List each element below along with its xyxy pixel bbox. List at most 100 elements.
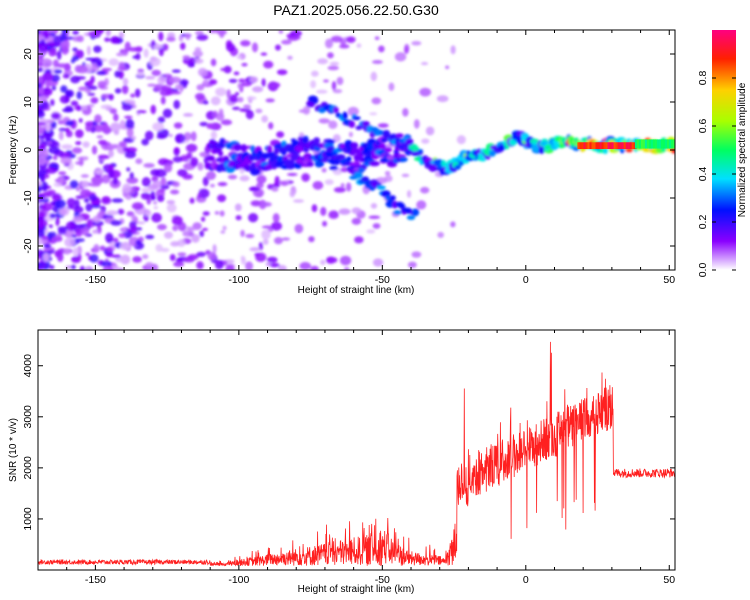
spectrogram-cell — [196, 261, 204, 270]
spectrogram-cell — [312, 96, 319, 104]
spectrogram-cell — [302, 105, 311, 115]
spectrogram-cell — [353, 171, 363, 179]
spectrogram-cell — [81, 180, 89, 188]
snr-ticks: -150 -100 -50 0 50 1000 2000 3000 4000 — [22, 330, 675, 586]
spectrogram-cell — [111, 265, 120, 270]
spectrogram-cell — [420, 62, 429, 66]
colorbar-gradient — [712, 30, 736, 270]
spectrogram-cell — [316, 89, 328, 94]
spectrogram-cell — [137, 68, 145, 73]
spectrogram-cell — [601, 142, 605, 150]
spectrogram-cell — [172, 156, 183, 163]
spectrogram-cell — [49, 213, 57, 219]
spectrogram-cell — [117, 208, 125, 215]
snr-xtick-label: -150 — [85, 574, 106, 586]
spectrogram-cell — [172, 181, 180, 188]
spectrogram-cell — [64, 237, 76, 248]
spectrogram-cell — [157, 75, 166, 85]
spectrogram-cell — [206, 123, 215, 130]
snr-ytick-label: 3000 — [22, 405, 34, 429]
spectrogram-cell — [59, 95, 70, 104]
spectrogram-cell — [207, 251, 217, 261]
spectrogram-cell — [327, 65, 340, 71]
spectrogram-cell — [328, 210, 339, 219]
spectrogram-cell — [445, 65, 450, 70]
chart-title: PAZ1.2025.056.22.50.G30 — [273, 2, 439, 18]
spectrogram-cell — [597, 142, 601, 150]
spectrogram-cell — [631, 142, 635, 150]
spectrogram-cell — [96, 135, 104, 139]
spectrogram-cell — [54, 199, 66, 209]
spectrogram-cell — [126, 167, 131, 172]
spectrogram-cell — [86, 45, 91, 56]
spectrogram-cell — [666, 139, 670, 149]
spectrogram-cell — [155, 243, 163, 252]
spectrogram-cell — [120, 227, 127, 233]
spectrogram-cell — [172, 225, 179, 232]
spectrogram-cell — [408, 143, 418, 151]
spectrogram-cell — [646, 139, 650, 149]
spectrogram-cell — [654, 139, 658, 149]
spectrogram-xtick-label: -50 — [375, 274, 390, 286]
spectrogram-cell — [178, 34, 184, 42]
spectrogram-cell — [245, 233, 255, 239]
spectrogram-cell — [664, 139, 668, 149]
spectrogram-cell — [134, 88, 141, 98]
spectrogram-cell — [322, 220, 328, 227]
spectrogram-cell — [313, 137, 321, 145]
spectrogram-cell — [91, 66, 100, 72]
spectrogram-cell — [166, 199, 176, 205]
spectrogram-ytick-label: 0 — [22, 147, 34, 153]
spectrogram-cell — [87, 85, 98, 90]
spectrogram-cell — [199, 121, 209, 127]
spectrogram-cell — [378, 143, 387, 150]
spectrogram-cell — [289, 190, 295, 198]
spectrogram-cell — [260, 52, 268, 56]
spectrogram-cell — [197, 193, 202, 199]
spectrogram-cell — [228, 78, 238, 83]
spectrogram-cell — [591, 142, 595, 150]
spectrogram-cell — [98, 139, 107, 146]
spectrogram-cell — [101, 174, 111, 184]
spectrogram-cell — [126, 177, 139, 184]
spectrogram-cell — [153, 205, 159, 210]
spectrogram-cell — [332, 106, 339, 114]
spectrogram-cell — [94, 114, 102, 124]
spectrogram-cell — [57, 252, 64, 262]
spectrogram-cell — [49, 265, 55, 270]
spectrogram-cell — [324, 179, 334, 185]
spectrogram-cell — [80, 174, 90, 178]
spectrogram-cell — [250, 168, 260, 176]
spectrogram-cell — [338, 208, 351, 215]
spectrogram-cell — [656, 139, 660, 149]
colorbar-tick-label: 0.6 — [697, 119, 709, 134]
spectrogram-cell — [276, 69, 288, 76]
spectrogram-cell — [65, 127, 70, 133]
spectrogram-cell — [47, 189, 56, 195]
spectrogram-cell — [141, 187, 152, 193]
spectrogram-cell — [121, 103, 133, 111]
spectrogram-cell — [52, 236, 63, 242]
spectrogram-cell — [331, 81, 337, 91]
spectrogram-cell — [60, 157, 72, 165]
spectrogram-cell — [403, 46, 409, 54]
spectrogram-cell — [356, 43, 362, 48]
spectrogram-cell — [579, 142, 583, 150]
spectrogram-cell — [369, 112, 378, 116]
spectrogram-cell — [53, 69, 63, 74]
spectrogram-cell — [267, 183, 274, 190]
spectrogram-cell — [202, 227, 209, 232]
spectrogram-cell — [85, 203, 93, 212]
spectrogram-cell — [321, 167, 327, 173]
spectrogram-cell — [236, 55, 243, 60]
spectrogram-cell — [179, 79, 189, 86]
spectrogram-cell — [240, 40, 251, 47]
spectrogram-cell — [371, 97, 382, 105]
spectrogram-cell — [72, 47, 78, 52]
spectrogram-cell — [61, 45, 69, 55]
spectrogram-cell — [38, 42, 42, 49]
spectrogram-cell — [44, 244, 52, 249]
spectrogram-cell — [623, 142, 627, 150]
spectrogram-cell — [240, 229, 245, 238]
